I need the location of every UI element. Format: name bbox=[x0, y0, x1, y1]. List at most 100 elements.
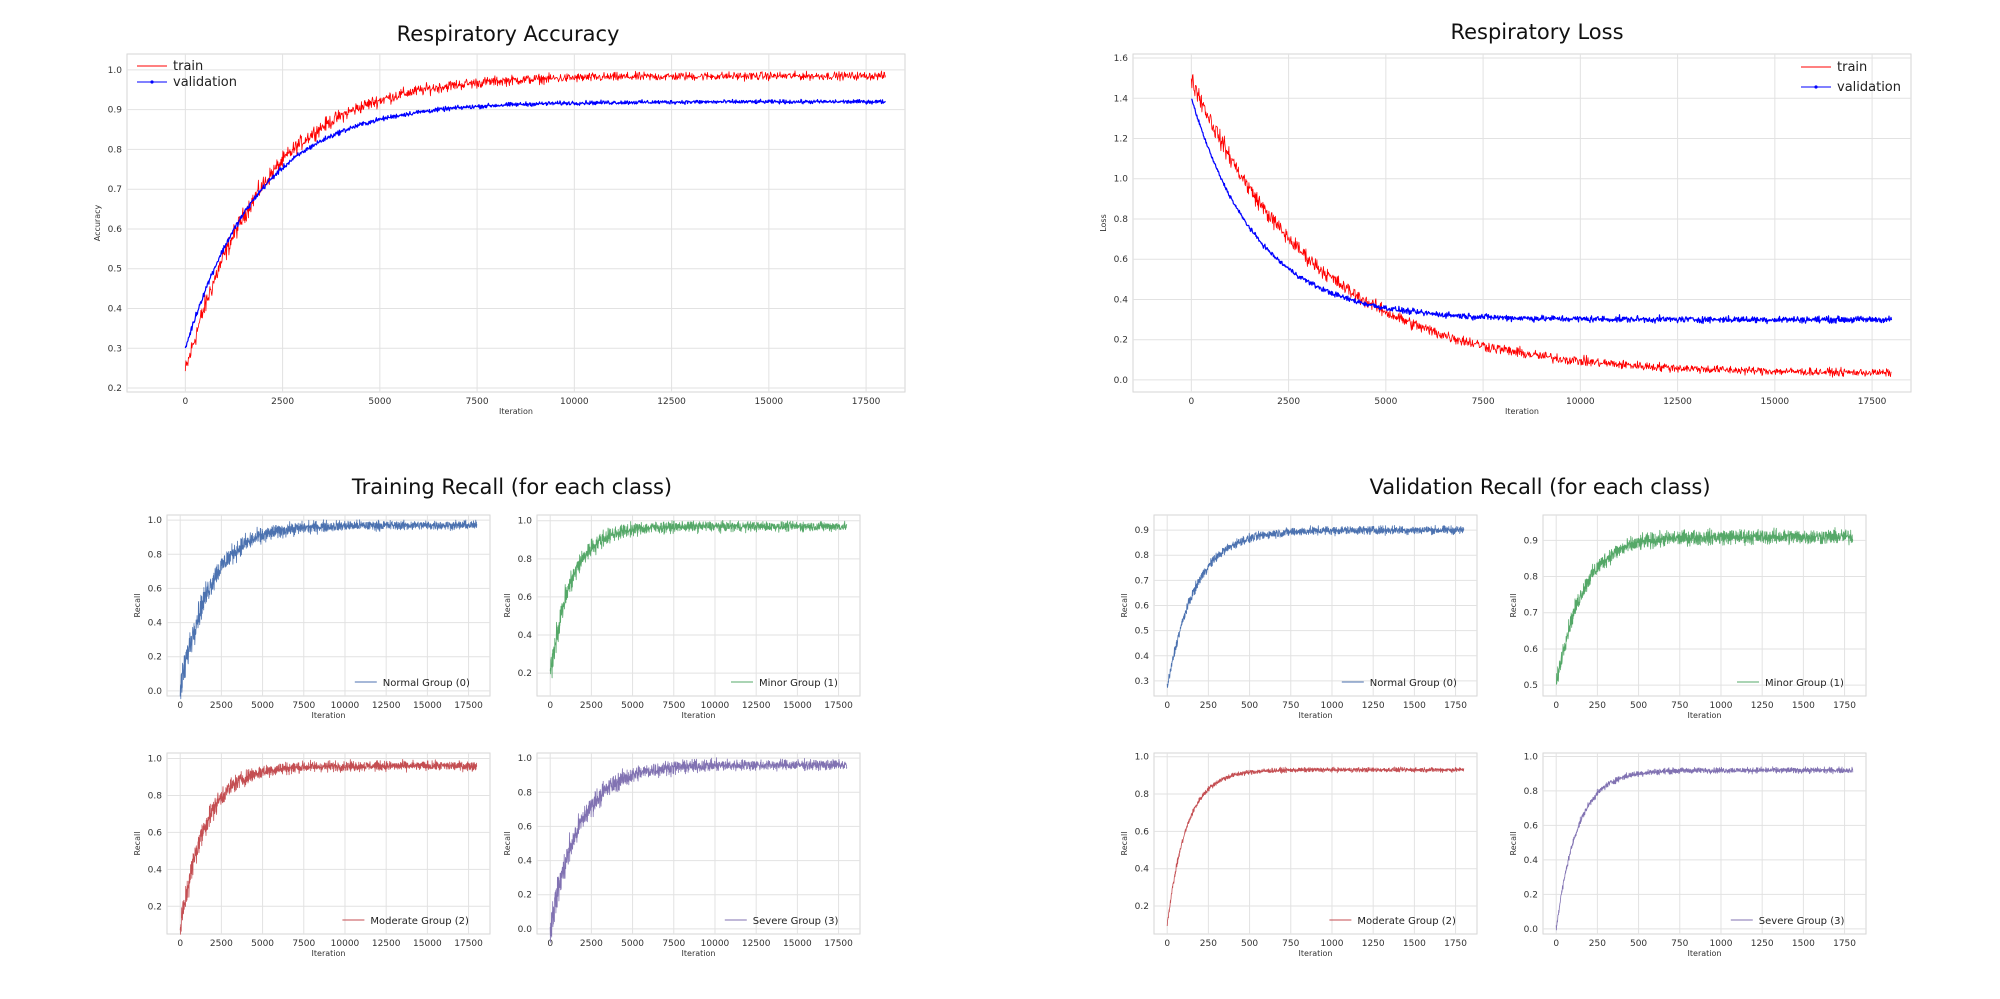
y-tick-label: 0.0 bbox=[1114, 376, 1129, 386]
x-tick-label: 1750 bbox=[1833, 939, 1856, 949]
y-tick-label: 0.4 bbox=[518, 631, 533, 641]
y-tick-label: 0.8 bbox=[148, 791, 163, 801]
chart-va2: 0 250 500 750 1000 1250 1500 1750 0.2 0.4 0.6 0.8 1.… bbox=[1120, 752, 1478, 958]
y-tick-label: 0.6 bbox=[518, 593, 533, 603]
series-line-minor-group-1 bbox=[549, 520, 848, 679]
x-tick-label: 7500 bbox=[292, 939, 315, 949]
x-tick-label: 2500 bbox=[580, 939, 603, 949]
x-tick-label: 750 bbox=[1282, 701, 1299, 711]
chart-title: Training Recall (for each class) bbox=[351, 475, 672, 499]
y-tick-label: 0.8 bbox=[1114, 215, 1129, 225]
y-tick-label: 0.4 bbox=[1135, 652, 1150, 662]
x-tick-label: 0 bbox=[1553, 701, 1559, 711]
x-tick-label: 7500 bbox=[1472, 397, 1495, 407]
y-tick-label: 0.8 bbox=[1524, 787, 1539, 797]
legend-label: validation bbox=[173, 75, 237, 90]
x-axis-label: Iteration bbox=[499, 407, 533, 416]
series-line-normal-group-0 bbox=[1166, 524, 1465, 688]
y-tick-label: 0.6 bbox=[1135, 602, 1150, 612]
chart-va3: 0 250 500 750 1000 1250 1500 1750 0.0 0.2 0.4 0.6 0.… bbox=[1509, 752, 1867, 958]
plot-area bbox=[536, 752, 861, 935]
x-tick-label: 12500 bbox=[742, 939, 771, 949]
x-tick-label: 2500 bbox=[1277, 397, 1300, 407]
x-axis-label: Iteration bbox=[1505, 407, 1539, 416]
y-tick-label: 0.4 bbox=[518, 857, 533, 867]
x-tick-label: 17500 bbox=[852, 397, 881, 407]
plot-area bbox=[166, 514, 491, 697]
x-tick-label: 17500 bbox=[824, 701, 853, 711]
plot-area bbox=[536, 514, 861, 697]
y-tick-label: 0.3 bbox=[108, 344, 122, 354]
y-tick-label: 0.5 bbox=[1135, 627, 1149, 637]
x-tick-label: 500 bbox=[1241, 701, 1258, 711]
y-tick-label: 0.8 bbox=[1135, 790, 1150, 800]
x-tick-label: 750 bbox=[1671, 701, 1688, 711]
series-line-validation bbox=[1191, 98, 1893, 325]
x-tick-label: 1500 bbox=[1403, 701, 1426, 711]
x-axis-label: Iteration bbox=[1688, 711, 1722, 720]
x-tick-label: 0 bbox=[1553, 939, 1559, 949]
x-tick-label: 1500 bbox=[1792, 939, 1815, 949]
x-tick-label: 10000 bbox=[331, 701, 360, 711]
y-tick-label: 0.2 bbox=[518, 669, 532, 679]
y-tick-label: 0.6 bbox=[1135, 827, 1150, 837]
x-tick-label: 0 bbox=[547, 939, 553, 949]
y-tick-label: 0.0 bbox=[1524, 925, 1539, 935]
y-axis-label: Recall bbox=[1509, 594, 1518, 618]
y-tick-label: 0.6 bbox=[148, 584, 163, 594]
x-tick-label: 0 bbox=[1164, 701, 1170, 711]
x-axis-label: Iteration bbox=[682, 949, 716, 958]
legend-label: train bbox=[173, 59, 203, 74]
y-tick-label: 0.8 bbox=[108, 145, 123, 155]
plot-area bbox=[126, 53, 906, 393]
x-tick-label: 5000 bbox=[1374, 397, 1397, 407]
x-tick-label: 1250 bbox=[1362, 701, 1385, 711]
y-tick-label: 1.0 bbox=[148, 755, 163, 765]
series-line-train bbox=[1190, 74, 1892, 378]
x-tick-label: 15000 bbox=[783, 701, 812, 711]
y-tick-label: 0.6 bbox=[1524, 645, 1539, 655]
y-axis-label: Recall bbox=[1120, 594, 1129, 618]
x-tick-label: 7500 bbox=[662, 701, 685, 711]
legend-marker bbox=[1814, 85, 1818, 89]
legend-label: train bbox=[1837, 60, 1867, 75]
x-tick-label: 1000 bbox=[1321, 701, 1344, 711]
x-tick-label: 750 bbox=[1671, 939, 1688, 949]
x-tick-label: 1750 bbox=[1833, 701, 1856, 711]
legend-label: Moderate Group (2) bbox=[370, 916, 469, 927]
x-tick-label: 1250 bbox=[1362, 939, 1385, 949]
y-tick-label: 0.7 bbox=[1524, 609, 1538, 619]
y-tick-label: 0.6 bbox=[1114, 255, 1129, 265]
y-axis-label: Accuracy bbox=[93, 204, 102, 241]
y-tick-label: 0.8 bbox=[1135, 551, 1150, 561]
y-tick-label: 0.6 bbox=[108, 225, 123, 235]
y-tick-label: 1.4 bbox=[1114, 94, 1129, 104]
series-line-minor-group-1 bbox=[1555, 527, 1854, 685]
x-tick-label: 1000 bbox=[1710, 939, 1733, 949]
series-line-moderate-group-2 bbox=[1166, 766, 1465, 927]
x-axis-label: Iteration bbox=[1688, 949, 1722, 958]
x-tick-label: 500 bbox=[1630, 701, 1647, 711]
x-tick-label: 12500 bbox=[372, 939, 401, 949]
x-tick-label: 0 bbox=[182, 397, 188, 407]
chart-title: Respiratory Accuracy bbox=[397, 22, 620, 46]
plot-area bbox=[166, 752, 491, 935]
x-tick-label: 12500 bbox=[1663, 397, 1692, 407]
y-tick-label: 0.2 bbox=[148, 653, 162, 663]
chart-acc: 0 2500 5000 7500 10000 12500 15000 17500 0.2 0.3 0… bbox=[93, 22, 906, 416]
x-tick-label: 10000 bbox=[701, 701, 730, 711]
y-tick-label: 0.9 bbox=[108, 106, 123, 116]
y-tick-label: 0.3 bbox=[1135, 677, 1149, 687]
y-tick-label: 0.4 bbox=[148, 865, 163, 875]
chart-tr3: 0 2500 5000 7500 10000 12500 15000 17500 0.0 0.2 0… bbox=[503, 752, 861, 958]
y-tick-label: 1.0 bbox=[148, 516, 163, 526]
x-tick-label: 5000 bbox=[621, 701, 644, 711]
y-tick-label: 0.9 bbox=[1135, 526, 1150, 536]
series-line-validation bbox=[184, 98, 886, 349]
y-tick-label: 0.4 bbox=[108, 304, 123, 314]
chart-tr2: 0 2500 5000 7500 10000 12500 15000 17500 0.2 0.4 0… bbox=[133, 752, 491, 958]
y-tick-label: 0.6 bbox=[518, 822, 533, 832]
legend-label: Minor Group (1) bbox=[759, 678, 838, 689]
x-tick-label: 10000 bbox=[1566, 397, 1595, 407]
